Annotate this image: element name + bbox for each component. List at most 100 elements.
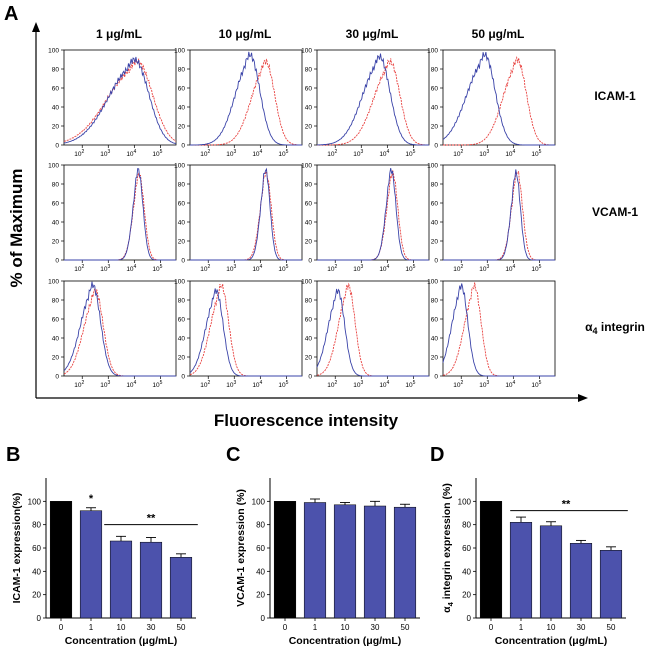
y-tick-label: 40: [431, 336, 439, 343]
x-tick-label: 102: [453, 149, 463, 158]
histogram-curve-blue: [64, 168, 176, 261]
row-label-vcam: VCAM-1: [592, 205, 638, 219]
x-tick-label: 102: [453, 380, 463, 389]
x-tick-label: 103: [226, 149, 236, 158]
x-tick-label: 0: [489, 623, 494, 632]
x-tick-label: 103: [226, 264, 236, 273]
y-tick-label: 80: [256, 521, 265, 530]
histogram-panel: 0 20 40 60 80 100 102 103 104 105: [301, 163, 430, 273]
y-tick-label: 0: [181, 374, 185, 381]
row-label-integrin-sub: 4: [593, 326, 598, 336]
x-tick-label: 0: [59, 623, 64, 632]
histogram-curve-red: [317, 58, 429, 146]
x-tick-label: 103: [353, 264, 363, 273]
x-tick-label: 104: [126, 264, 136, 273]
bar-1: [79, 510, 103, 619]
y-tick-label: 80: [32, 521, 41, 530]
x-tick-label: 1: [313, 623, 318, 632]
y-tick-label: 0: [181, 258, 185, 265]
histogram-curve-red: [443, 55, 555, 146]
x-tick-label: 105: [152, 264, 162, 273]
bar-10: [539, 525, 563, 619]
y-tick-label: 20: [431, 239, 439, 246]
significance-label: **: [562, 499, 571, 511]
y-tick-label: 0: [55, 143, 59, 150]
bar-0: [479, 501, 503, 619]
y-tick-label: 20: [431, 124, 439, 131]
y-tick-label: 80: [52, 182, 60, 189]
y-axis-label: ICAM-1 expression(%): [11, 493, 23, 604]
x-tick-label: 105: [152, 149, 162, 158]
histogram-frame: [189, 280, 303, 377]
x-tick-label: 103: [479, 149, 489, 158]
y-tick-label: 40: [178, 105, 186, 112]
y-tick-label: 20: [256, 591, 265, 600]
y-tick-label: 100: [48, 279, 59, 286]
y-tick-label: 20: [52, 239, 60, 246]
x-axis-label: Concentration (μg/mL): [65, 635, 178, 647]
y-axis-label: VCAM-1 expression (%): [235, 489, 247, 607]
x-tick-label: 105: [278, 264, 288, 273]
histogram-frame: [442, 164, 556, 261]
histogram-panel: 0 20 40 60 80 100 102 103 104 105: [48, 163, 177, 273]
x-tick-label: 50: [177, 623, 186, 632]
panel-a-x-arrow: [578, 394, 588, 402]
y-tick-label: 80: [305, 67, 313, 74]
x-tick-label: 105: [531, 264, 541, 273]
y-tick-label: 20: [178, 124, 186, 131]
y-tick-label: 80: [52, 298, 60, 305]
x-tick-label: 104: [505, 380, 515, 389]
y-tick-label: 80: [431, 298, 439, 305]
y-tick-label: 60: [178, 201, 186, 208]
histogram-curve-red: [63, 288, 176, 377]
histogram-curve-blue: [189, 288, 302, 377]
y-tick-label: 0: [261, 614, 266, 623]
y-tick-label: 40: [32, 567, 41, 576]
histogram-curve-red: [190, 169, 302, 261]
y-tick-label: 40: [431, 105, 439, 112]
y-tick-label: 0: [434, 258, 438, 265]
y-tick-label: 60: [32, 544, 41, 553]
y-tick-label: 0: [467, 614, 472, 623]
x-tick-label: 105: [531, 149, 541, 158]
histogram-panel: 0 20 40 60 80 100 102 103 104 105: [48, 279, 177, 389]
histogram-curve-red: [190, 58, 302, 146]
histogram-frame: [63, 280, 177, 377]
x-tick-label: 1: [519, 623, 524, 632]
histogram-curve-blue: [190, 167, 302, 261]
x-tick-label: 30: [577, 623, 586, 632]
bar-chart-d: 0 20 40 60 80 100 0 1 10 30 50 ** Concentration (μg/…: [441, 478, 628, 647]
x-tick-label: 103: [353, 149, 363, 158]
histogram-curve-red: [64, 172, 176, 261]
x-tick-label: 103: [479, 264, 489, 273]
column-header-3: 30 μg/mL: [346, 27, 399, 41]
bar-10: [109, 540, 133, 619]
y-tick-label: 0: [308, 258, 312, 265]
row-label-icam: ICAM-1: [594, 89, 636, 103]
x-tick-label: 102: [327, 380, 337, 389]
y-tick-label: 80: [178, 298, 186, 305]
histogram-curve-blue: [63, 56, 177, 145]
row-label-integrin-suffix: integrin: [598, 320, 645, 334]
histogram-frame: [316, 164, 430, 261]
x-tick-label: 103: [479, 380, 489, 389]
y-axis-label: α4 integrin expression (%): [441, 483, 455, 613]
x-tick-label: 10: [341, 623, 350, 632]
y-tick-label: 40: [305, 220, 313, 227]
x-tick-label: 0: [283, 623, 288, 632]
panel-label-b: B: [6, 444, 20, 466]
bar-10: [333, 504, 357, 619]
y-tick-label: 60: [431, 86, 439, 93]
x-tick-label: 102: [200, 380, 210, 389]
histogram-panel: 0 20 40 60 80 100 102 103 104 105: [301, 279, 430, 389]
y-tick-label: 40: [52, 220, 60, 227]
y-tick-label: 40: [52, 336, 60, 343]
x-tick-label: 105: [278, 380, 288, 389]
y-tick-label: 20: [305, 239, 313, 246]
x-tick-label: 105: [405, 380, 415, 389]
histogram-curve-blue: [63, 281, 176, 377]
bar-chart-c: 0 20 40 60 80 100 0 1 10 30 50 Concentration (μg/mL…: [235, 478, 420, 647]
panel-a-y-label: % of Maximum: [7, 168, 26, 287]
